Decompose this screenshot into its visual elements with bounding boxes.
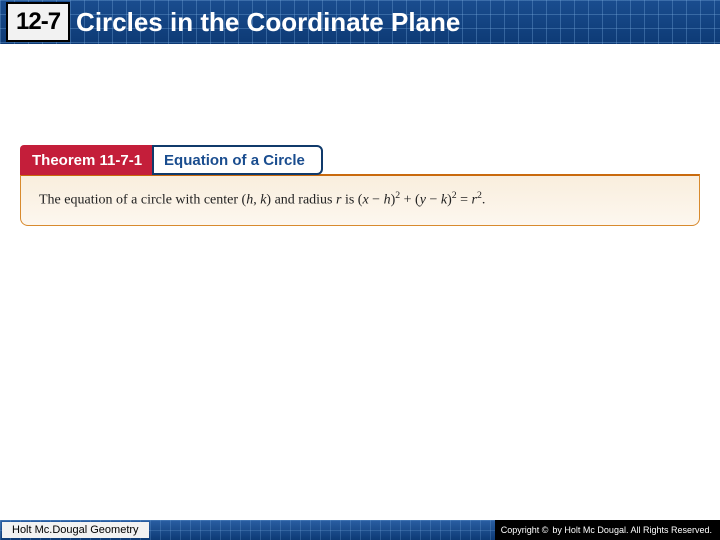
- footer-textbook-name: Holt Mc.Dougal Geometry: [2, 522, 149, 538]
- var-h2: h: [384, 193, 391, 208]
- text-plus: + (: [400, 193, 420, 208]
- text-mid: ) and radius: [266, 193, 336, 208]
- text-eq: =: [457, 193, 472, 208]
- theorem-title: Equation of a Circle: [164, 152, 305, 169]
- theorem-block: Theorem 11-7-1 Equation of a Circle The …: [20, 145, 700, 226]
- copyright-label: Copyright ©: [501, 525, 549, 535]
- text-period: .: [482, 193, 486, 208]
- slide-header: 12-7 Circles in the Coordinate Plane: [0, 0, 720, 44]
- text-prefix: The equation of a circle with center (: [39, 193, 246, 208]
- slide-footer: Holt Mc.Dougal Geometry Copyright © by H…: [0, 520, 720, 540]
- theorem-body: The equation of a circle with center (h,…: [20, 174, 700, 226]
- theorem-title-box: Equation of a Circle: [152, 145, 323, 175]
- text-minus2: −: [426, 193, 441, 208]
- lesson-number-badge: 12-7: [6, 2, 70, 42]
- text-is: is (: [341, 193, 362, 208]
- theorem-number-badge: Theorem 11-7-1: [20, 145, 154, 175]
- footer-copyright: Copyright © by Holt Mc Dougal. All Right…: [495, 520, 720, 540]
- text-minus1: −: [369, 193, 384, 208]
- slide-title: Circles in the Coordinate Plane: [76, 7, 460, 38]
- theorem-header-row: Theorem 11-7-1 Equation of a Circle: [20, 145, 700, 175]
- theorem-equation-text: The equation of a circle with center (h,…: [39, 190, 681, 209]
- copyright-text: by Holt Mc Dougal. All Rights Reserved.: [552, 525, 712, 535]
